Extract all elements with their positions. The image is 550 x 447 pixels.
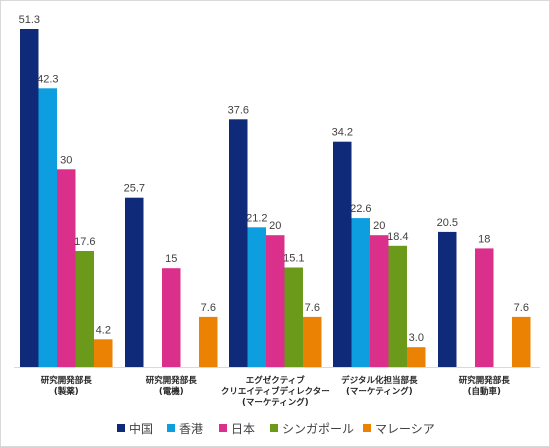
data-label: 20.5 <box>437 217 458 229</box>
legend-label: 香港 <box>179 422 203 436</box>
category-label: (電機) <box>159 386 184 397</box>
legend-swatch <box>219 424 227 432</box>
category-label: (製薬) <box>54 386 79 397</box>
category-label: 研究開発部長 <box>146 375 198 386</box>
bar <box>333 141 352 367</box>
data-label: 20 <box>269 220 281 232</box>
data-label: 30 <box>60 154 72 166</box>
bar <box>162 268 181 367</box>
category-label: クリエイティブディレクター <box>221 386 330 397</box>
bar <box>351 218 370 367</box>
category-label: 研究開発部長 <box>459 375 511 386</box>
data-label: 51.3 <box>19 14 40 26</box>
bar <box>247 227 266 367</box>
bar <box>125 197 144 367</box>
data-label: 42.3 <box>37 73 58 85</box>
legend-label: 日本 <box>231 422 255 436</box>
data-label: 34.2 <box>332 127 353 139</box>
data-label: 21.2 <box>246 212 267 224</box>
bar <box>388 245 407 367</box>
data-label: 37.6 <box>228 104 249 116</box>
data-label: 7.6 <box>201 302 216 314</box>
bar <box>284 267 303 367</box>
legend-swatch <box>117 424 125 432</box>
bar <box>75 251 94 367</box>
bar <box>438 231 457 367</box>
bar <box>512 316 531 367</box>
data-label: 22.6 <box>350 203 371 215</box>
data-label: 4.2 <box>96 324 111 336</box>
category-label: (自動車) <box>468 386 501 397</box>
category-label: (マーケティング) <box>346 386 413 397</box>
value-labels-layer: 51.342.33017.64.225.7157.637.621.22015.1… <box>19 14 529 344</box>
data-label: 7.6 <box>305 302 320 314</box>
data-label: 3.0 <box>409 332 424 344</box>
bar <box>303 316 322 367</box>
data-label: 15 <box>165 253 177 265</box>
legend-swatch <box>167 424 175 432</box>
bar <box>475 248 494 367</box>
data-label: 18 <box>478 233 490 245</box>
category-label: 研究開発部長 <box>41 375 93 386</box>
legend-swatch <box>363 424 371 432</box>
bar <box>199 316 218 367</box>
bar <box>407 347 426 367</box>
bar <box>229 119 248 367</box>
data-label: 7.6 <box>514 302 529 314</box>
data-label: 17.6 <box>74 236 95 248</box>
data-label: 15.1 <box>283 253 304 265</box>
category-labels-layer: 研究開発部長(製薬)研究開発部長(電機)エグゼクティブクリエイティブディレクター… <box>41 375 511 408</box>
bar <box>20 29 39 367</box>
category-label: デジタル化担当部長 <box>341 375 418 386</box>
bars-layer <box>20 29 531 368</box>
data-label: 25.7 <box>124 183 145 195</box>
bar <box>370 235 389 367</box>
data-label: 20 <box>373 220 385 232</box>
legend: 中国 香港 日本 シンガポール マレーシア <box>117 421 435 436</box>
bar <box>38 88 57 368</box>
bar <box>266 235 285 367</box>
category-label: エグゼクティブ <box>246 375 305 386</box>
legend-swatch <box>270 424 278 432</box>
legend-label: シンガポール <box>282 422 354 436</box>
bar <box>57 169 76 367</box>
data-label: 18.4 <box>387 231 408 243</box>
category-label: (マーケティング) <box>242 397 309 408</box>
legend-label: 中国 <box>129 421 153 436</box>
legend-label: マレーシア <box>375 422 435 436</box>
bar <box>94 339 113 367</box>
